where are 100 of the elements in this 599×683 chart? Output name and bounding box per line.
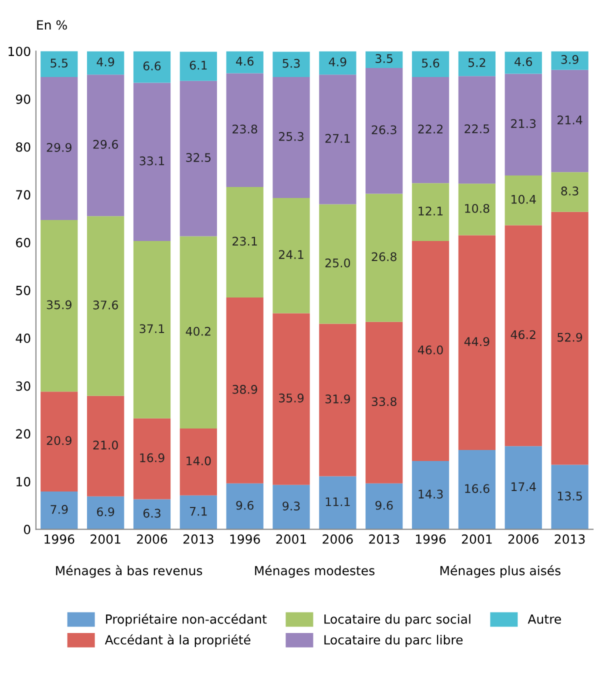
data-label: 16.6 xyxy=(465,484,490,494)
bar xyxy=(412,51,450,78)
x-tick-label: 2013 xyxy=(183,534,214,544)
data-label: 5.3 xyxy=(282,58,300,68)
bar xyxy=(319,476,356,530)
bar xyxy=(412,241,450,461)
data-label: 35.9 xyxy=(46,300,72,310)
bar xyxy=(551,464,588,530)
bar xyxy=(458,450,496,530)
data-label: 24.1 xyxy=(278,250,304,259)
x-tick-label: 2006 xyxy=(322,534,353,544)
x-tick-label: 1996 xyxy=(230,534,260,544)
data-label: 29.6 xyxy=(93,140,118,149)
data-label: 44.9 xyxy=(464,337,490,346)
data-label: 37.1 xyxy=(140,324,164,334)
bar xyxy=(319,51,356,75)
data-label: 21.0 xyxy=(93,440,118,450)
bar xyxy=(226,187,264,298)
bar xyxy=(133,499,171,530)
bar xyxy=(40,220,78,392)
x-tick-label: 2001 xyxy=(276,534,306,544)
x-tick-label: 2006 xyxy=(137,534,168,544)
bar xyxy=(551,212,588,465)
data-label: 4.9 xyxy=(96,57,114,66)
y-tick-label: 80 xyxy=(16,142,30,152)
bar xyxy=(412,460,450,530)
bar xyxy=(272,77,310,198)
text: Ménages plus aisés xyxy=(440,565,560,578)
data-label: 38.9 xyxy=(232,384,258,394)
data-label: 22.2 xyxy=(418,124,442,134)
data-label: 26.3 xyxy=(372,125,396,134)
bar xyxy=(366,194,403,322)
data-label: 25.0 xyxy=(325,258,350,268)
bar xyxy=(40,392,78,492)
data-label: 12.1 xyxy=(418,206,443,216)
bar xyxy=(87,216,124,396)
bar xyxy=(319,324,356,476)
data-label: 4.9 xyxy=(328,57,346,66)
bar xyxy=(366,322,403,484)
data-label: 40.2 xyxy=(186,326,210,336)
x-tick-label: 1996 xyxy=(416,534,446,544)
y-tick-label: 0 xyxy=(24,524,30,534)
bar xyxy=(504,225,542,446)
data-label: 46.2 xyxy=(510,330,536,340)
data-label: 6.1 xyxy=(190,60,207,70)
bar xyxy=(551,51,588,70)
data-label: 6.9 xyxy=(97,507,114,516)
bar xyxy=(133,51,171,83)
legend-label: Locataire du parc social xyxy=(324,614,470,626)
bar xyxy=(551,172,588,212)
data-label: 22.5 xyxy=(464,124,490,134)
text: Ménages modestes xyxy=(255,565,374,578)
bar xyxy=(504,52,542,74)
data-label: 8.3 xyxy=(561,186,578,196)
x-tick-label: 2013 xyxy=(369,534,400,544)
data-label: 25.3 xyxy=(278,132,304,141)
bar xyxy=(87,496,124,530)
bar xyxy=(458,76,496,184)
data-label: 32.5 xyxy=(186,153,211,162)
data-label: 16.9 xyxy=(140,453,164,462)
bar xyxy=(226,73,264,188)
data-label: 33.8 xyxy=(372,397,396,406)
bar xyxy=(504,446,542,530)
bar xyxy=(40,492,78,530)
legend-label: Autre xyxy=(528,614,561,624)
x-tick-label: 2001 xyxy=(90,534,120,544)
bar xyxy=(40,51,78,78)
bar xyxy=(180,428,217,496)
y-tick-label: 20 xyxy=(16,429,30,439)
data-label: 6.6 xyxy=(143,62,161,70)
bar xyxy=(180,52,217,81)
bar xyxy=(272,52,310,78)
data-label: 5.2 xyxy=(468,58,486,68)
x-tick-label: 1996 xyxy=(44,534,74,544)
data-label: 9.3 xyxy=(282,502,300,511)
data-label: 4.6 xyxy=(236,56,254,66)
bar xyxy=(272,313,310,485)
legend-label: Locataire du parc libre xyxy=(324,634,463,647)
bar xyxy=(504,74,542,176)
bar xyxy=(366,51,403,68)
data-label: 5.6 xyxy=(422,58,440,68)
data-label: 5.5 xyxy=(50,58,68,68)
y-tick-label: 10 xyxy=(16,476,30,486)
bar xyxy=(504,176,542,226)
x-tick-label: 2013 xyxy=(554,534,585,544)
data-label: 27.1 xyxy=(325,134,350,143)
y-tick-label: 60 xyxy=(16,238,30,248)
legend-label: Accédant à la propriété xyxy=(104,634,250,647)
bar xyxy=(458,184,496,236)
data-label: 46.0 xyxy=(418,345,443,354)
data-label: 52.9 xyxy=(558,332,582,342)
bar xyxy=(319,74,356,204)
bar xyxy=(180,236,217,428)
bar xyxy=(272,198,310,314)
data-label: 6.3 xyxy=(143,508,160,518)
data-label: 37.6 xyxy=(93,300,118,310)
bar xyxy=(226,51,264,74)
bar xyxy=(226,483,264,530)
bar xyxy=(551,70,588,172)
y-tick-label: 40 xyxy=(16,334,30,344)
